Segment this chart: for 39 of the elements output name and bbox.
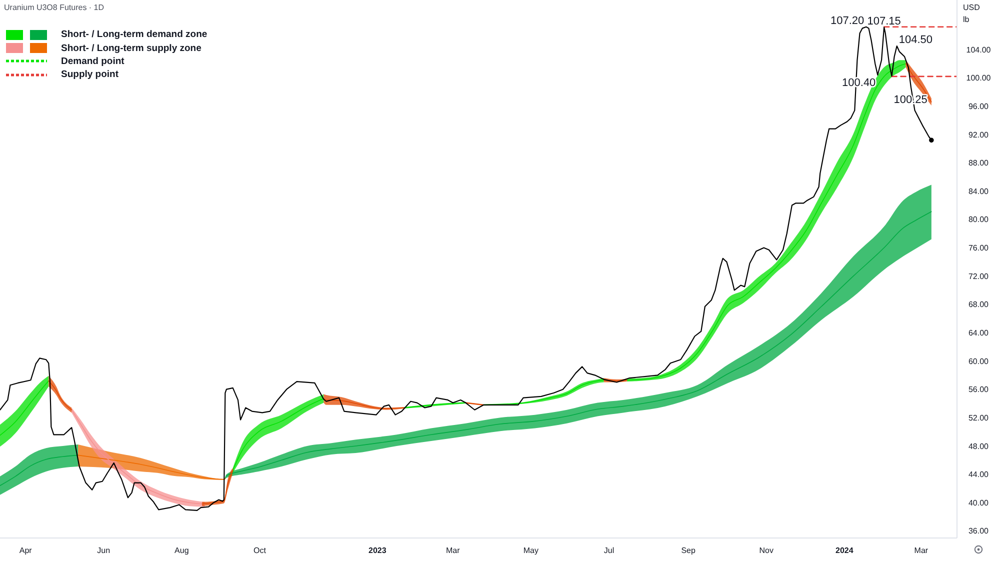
y-tick-label: 92.00 bbox=[968, 130, 990, 140]
x-tick-label: Sep bbox=[681, 546, 696, 555]
chart-title: Uranium U3O8 Futures · 1D bbox=[4, 3, 104, 12]
y-tick-label: 76.00 bbox=[968, 244, 990, 253]
annotation: 107.20 bbox=[830, 14, 864, 27]
x-tick-label: May bbox=[523, 546, 539, 555]
x-tick-label: Nov bbox=[759, 546, 774, 555]
x-tick-label: Jul bbox=[604, 546, 614, 555]
y-tick-label: 64.00 bbox=[968, 328, 990, 338]
y-tick-label: 52.00 bbox=[968, 413, 990, 422]
y-tick-label: 44.00 bbox=[968, 470, 990, 480]
y-tick-label: 56.00 bbox=[968, 385, 990, 394]
x-tick-label: Mar bbox=[914, 546, 928, 555]
x-tick-label: 2023 bbox=[368, 546, 387, 555]
y-tick-label: 36.00 bbox=[968, 526, 990, 536]
annotation: 104.50 bbox=[898, 34, 933, 46]
x-tick-label: Aug bbox=[174, 546, 189, 555]
y-tick-label: 84.00 bbox=[968, 186, 990, 196]
y-tick-label: 48.00 bbox=[968, 442, 990, 451]
y-tick-label: 80.00 bbox=[968, 215, 990, 224]
x-tick-label: Mar bbox=[446, 546, 460, 555]
legend-label: Demand point bbox=[61, 56, 124, 67]
y-tick-label: 100.00 bbox=[966, 74, 992, 83]
y-tick-label: 88.00 bbox=[968, 158, 990, 168]
y-tick-label: 72.00 bbox=[968, 272, 990, 281]
y-tick-label: 104.00 bbox=[966, 45, 992, 54]
annotation: 107.15 bbox=[867, 15, 901, 28]
y-tick-label: 68.00 bbox=[968, 300, 990, 310]
x-tick-label: Oct bbox=[253, 546, 267, 555]
legend-label: Short- / Long-term demand zone bbox=[61, 29, 208, 40]
legend-label: Supply point bbox=[61, 69, 119, 80]
y-tick-label: 96.00 bbox=[968, 102, 990, 111]
x-tick-label: 2024 bbox=[836, 546, 854, 555]
y-tick-label: 40.00 bbox=[968, 498, 990, 508]
y-tick-label: 60.00 bbox=[968, 356, 990, 366]
x-tick-label: Jun bbox=[97, 546, 110, 555]
legend-label: Short- / Long-term supply zone bbox=[61, 42, 202, 54]
y-axis-title: USD lb bbox=[963, 3, 980, 24]
x-tick-label: Apr bbox=[19, 546, 32, 555]
